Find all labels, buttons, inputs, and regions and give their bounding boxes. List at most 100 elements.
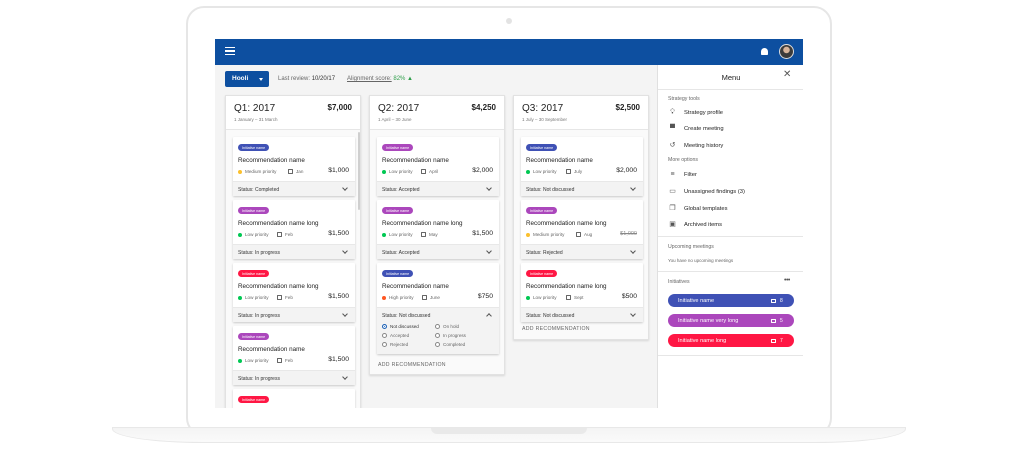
initiative-pill[interactable]: Initiative name very long 5 bbox=[668, 314, 794, 327]
strategy-tools-label: Strategy tools bbox=[668, 96, 700, 102]
status-option-completed[interactable]: Completed bbox=[435, 342, 465, 347]
chevron-down-icon[interactable] bbox=[342, 248, 348, 254]
status-text: Status: Accepted bbox=[382, 249, 420, 256]
status-option-rejected[interactable]: Rejected bbox=[382, 342, 408, 347]
close-icon[interactable]: ✕ bbox=[783, 69, 792, 80]
status-option-not-discussed[interactable]: Not discussed bbox=[382, 324, 419, 329]
status-option-on-hold[interactable]: On hold bbox=[435, 324, 459, 329]
add-recommendation-button[interactable]: ADD RECOMMENDATION bbox=[378, 362, 446, 368]
last-review-value: 10/20/17 bbox=[311, 76, 336, 82]
priority-dot bbox=[526, 296, 530, 300]
app-screen: Hooli Last review: 10/20/17 Alignment sc… bbox=[215, 39, 803, 408]
menu-item-label: Archived items bbox=[684, 221, 723, 228]
initiative-count: 7 bbox=[780, 337, 783, 344]
alignment-score-link[interactable]: Alignment score: bbox=[347, 76, 392, 82]
recommendation-card[interactable]: Initiative name Recommendation name long… bbox=[377, 200, 499, 259]
status-option-accepted[interactable]: Accepted bbox=[382, 333, 409, 338]
menu-item-create-meeting[interactable]: ▀ Create meeting bbox=[668, 124, 794, 134]
filter-icon: ≡ bbox=[670, 171, 675, 178]
user-avatar[interactable] bbox=[779, 44, 794, 59]
status-row[interactable]: Status: Completed bbox=[233, 181, 355, 196]
status-options: Not discussed On hold Accepted In progre… bbox=[377, 322, 499, 354]
status-row[interactable]: Status: Not discussed bbox=[521, 307, 643, 322]
chevron-down-icon[interactable] bbox=[486, 185, 492, 191]
recommendation-card[interactable]: Initiative name Recommendation name long… bbox=[233, 200, 355, 259]
more-options-icon[interactable]: ••• bbox=[784, 277, 790, 284]
chevron-down-icon[interactable] bbox=[342, 374, 348, 380]
priority-dot bbox=[238, 233, 242, 237]
initiative-count: 5 bbox=[780, 317, 783, 324]
recommendation-name: Recommendation name long bbox=[238, 283, 319, 290]
caret-down-icon bbox=[259, 78, 263, 81]
comment-icon bbox=[771, 338, 776, 343]
status-row[interactable]: Status: Not discussed bbox=[377, 307, 499, 322]
priority-dot bbox=[238, 296, 242, 300]
chevron-down-icon[interactable] bbox=[486, 248, 492, 254]
recommendation-card[interactable]: Initiative name Recommendation name Low … bbox=[233, 326, 355, 385]
recommendation-card[interactable]: Initiative name Recommendation name long… bbox=[521, 263, 643, 322]
org-select-button[interactable]: Hooli bbox=[225, 71, 269, 87]
recommendation-card[interactable]: Initiative name Recommendation name Low … bbox=[521, 137, 643, 196]
recommendation-name: Recommendation name long bbox=[526, 283, 607, 290]
menu-item-unassigned-findings[interactable]: ▭ Unassigned findings (3) bbox=[668, 187, 794, 197]
scrollbar[interactable] bbox=[358, 132, 360, 210]
initiative-name: Initiative name bbox=[678, 297, 715, 304]
status-row[interactable]: Status: In progress bbox=[233, 244, 355, 259]
recommendation-card-expanded[interactable]: Initiative name Recommendation name High… bbox=[377, 263, 499, 354]
menu-item-strategy-profile[interactable]: 💡︎ Strategy profile bbox=[668, 108, 794, 118]
notification-bell-icon[interactable] bbox=[761, 48, 768, 55]
price: $2,000 bbox=[616, 167, 637, 174]
status-row[interactable]: Status: Rejected bbox=[521, 244, 643, 259]
radio-icon bbox=[435, 342, 440, 347]
chevron-down-icon[interactable] bbox=[630, 248, 636, 254]
month-label: Feb bbox=[285, 232, 293, 237]
initiative-pill[interactable]: Initiative name 8 bbox=[668, 294, 794, 307]
menu-item-archived-items[interactable]: ▣ Archived items bbox=[668, 220, 794, 230]
calendar-icon bbox=[566, 294, 571, 300]
price: $1,000 bbox=[328, 167, 349, 174]
menu-item-filter[interactable]: ≡ Filter bbox=[668, 170, 794, 180]
priority-label: Low priority bbox=[533, 295, 557, 300]
menu-item-global-templates[interactable]: ❐ Global templates bbox=[668, 204, 794, 214]
status-text: Status: Accepted bbox=[382, 186, 420, 193]
status-row[interactable]: Status: Accepted bbox=[377, 181, 499, 196]
folder-icon: ▭ bbox=[669, 188, 676, 195]
priority-dot bbox=[382, 170, 386, 174]
recommendation-name: Recommendation name bbox=[526, 157, 593, 164]
initiative-name: Initiative name long bbox=[678, 337, 727, 344]
recommendation-card[interactable]: Initiative name Recommendation name Low … bbox=[377, 137, 499, 196]
status-text: Status: In progress bbox=[238, 312, 280, 319]
chevron-down-icon[interactable] bbox=[630, 185, 636, 191]
chevron-up-icon[interactable] bbox=[486, 313, 492, 319]
chevron-down-icon[interactable] bbox=[342, 185, 348, 191]
status-option-label: Rejected bbox=[390, 342, 409, 347]
menu-item-label: Meeting history bbox=[684, 142, 724, 149]
more-options-label: More options bbox=[668, 157, 698, 163]
status-text: Status: Not discussed bbox=[526, 186, 575, 193]
add-recommendation-button[interactable]: ADD RECOMMENDATION bbox=[522, 326, 590, 332]
chevron-down-icon[interactable] bbox=[342, 311, 348, 317]
recommendation-card[interactable]: Initiative name Recommendation name long… bbox=[521, 200, 643, 259]
hamburger-menu-icon[interactable] bbox=[225, 47, 235, 55]
status-row[interactable]: Status: Not discussed bbox=[521, 181, 643, 196]
status-row[interactable]: Status: Accepted bbox=[377, 244, 499, 259]
status-option-in-progress[interactable]: In progress bbox=[435, 333, 466, 338]
chevron-down-icon[interactable] bbox=[630, 311, 636, 317]
status-row[interactable]: Status: In progress bbox=[233, 307, 355, 322]
last-review: Last review: 10/20/17 bbox=[278, 76, 335, 82]
status-row[interactable]: Status: In progress bbox=[233, 370, 355, 385]
priority-dot bbox=[382, 296, 386, 300]
recommendation-name: Recommendation name long bbox=[382, 220, 463, 227]
radio-icon bbox=[435, 333, 440, 338]
quarter-column-q3: Q3: 2017 $2,500 1 July – 30 September In… bbox=[513, 95, 649, 340]
status-text: Status: Not discussed bbox=[526, 312, 575, 319]
recommendation-card[interactable]: Initiative name bbox=[233, 389, 355, 408]
initiative-pill[interactable]: Initiative name long 7 bbox=[668, 334, 794, 347]
meeting-icon: ▀ bbox=[670, 125, 675, 132]
status-option-label: In progress bbox=[443, 333, 466, 338]
menu-item-meeting-history[interactable]: ↺ Meeting history bbox=[668, 141, 794, 151]
last-review-label: Last review: bbox=[278, 76, 311, 82]
recommendation-card[interactable]: Initiative name Recommendation name long… bbox=[233, 263, 355, 322]
recommendation-card[interactable]: Initiative name Recommendation name Medi… bbox=[233, 137, 355, 196]
initiative-chip: Initiative name bbox=[382, 207, 414, 214]
